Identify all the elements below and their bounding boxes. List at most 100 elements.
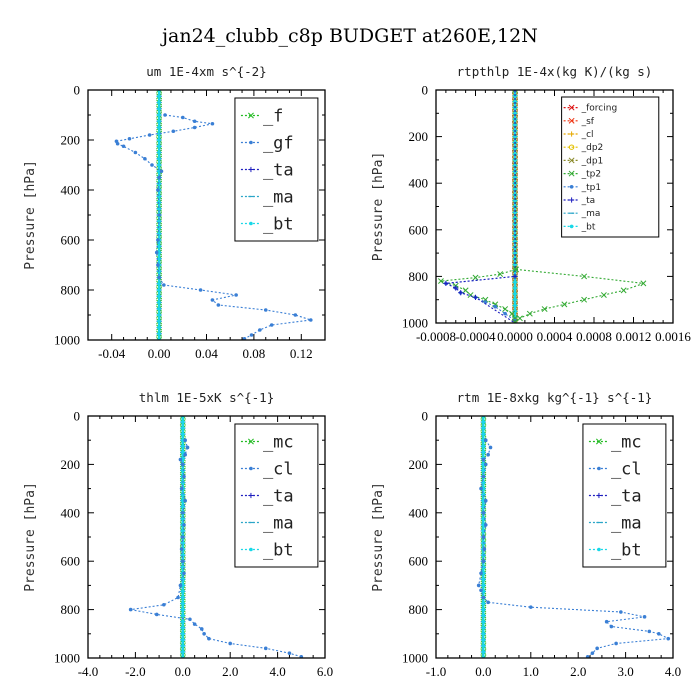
legend-swatch-marker-6: [569, 185, 574, 189]
series-10-point-6-b: [561, 301, 568, 308]
series-5-point-10: [502, 306, 509, 312]
series-1-point-19: [154, 250, 159, 255]
series-4-point-3: [181, 432, 185, 436]
series-1-point-6: [179, 486, 184, 491]
series-1-point-5: [481, 474, 486, 479]
chart-panel-1: um 1E-4xm s^{-2} Pressure [hPa] 0 200 400 600…: [23, 64, 326, 361]
legend-entry-2: _ta: [588, 487, 642, 507]
chart-panel-3: thlm 1E-5xK s^{-1} Pressure [hPa] 0 200 400 6…: [23, 390, 333, 679]
series-1-point-18: [154, 612, 159, 617]
series-4-point-34: [157, 300, 161, 305]
series-4-point-33: [181, 613, 185, 618]
series-9-point-37: [513, 303, 517, 308]
series-10-point-7: [541, 306, 548, 312]
series-4-point-10: [157, 150, 161, 155]
x-tick-label-3: 0.08: [243, 346, 266, 361]
series-4-point-3: [157, 106, 161, 111]
x-tick-label-1: 0.0: [475, 664, 491, 679]
series-line-10: [514, 268, 644, 323]
series-4-point-1: [481, 420, 486, 424]
y-tick-label-1: 200: [61, 457, 81, 472]
series-4-point-2: [157, 100, 161, 105]
legend-label-0: _f: [263, 107, 283, 127]
series-1-point-10: [181, 535, 185, 539]
legend-swatch-marker-4-b: [568, 157, 575, 164]
legend-swatch-marker-2: [248, 492, 254, 499]
series-1-point-22: [609, 624, 614, 629]
series-line-1: [115, 114, 311, 340]
series-1-point-0: [183, 438, 187, 443]
series-4-point-27: [481, 577, 486, 582]
series-10-point-5-b: [581, 296, 588, 303]
x-tick-label-3: 2.0: [570, 664, 586, 679]
series-4-point-19: [181, 529, 185, 533]
series-1-point-21: [157, 275, 161, 280]
series-1-point-18: [156, 238, 160, 242]
series-4-point-8: [157, 138, 161, 142]
y-axis-label: Pressure [hPa]: [371, 152, 386, 262]
y-tick-label-5: 1000: [402, 651, 428, 666]
x-tick-label-6: 0.0016: [655, 329, 691, 344]
series-4-point-2: [181, 426, 185, 430]
series-4-point-27: [157, 256, 161, 261]
series-10-point-5: [581, 296, 588, 303]
plot-frame: [87, 89, 326, 341]
legend-swatch-marker-1-b: [568, 117, 575, 124]
y-tick-label-3: 600: [409, 222, 429, 237]
legend-entry-0: _f: [240, 107, 283, 127]
series-0-point-40-a: [179, 655, 184, 658]
series-1-point-16: [156, 188, 160, 192]
series-7-point-0: [512, 90, 518, 93]
series-1: [128, 438, 304, 658]
series-1-point-25: [263, 646, 268, 651]
legend: _forcing _sf _cl _dp2 _dp1 _tp2 _tp1 _ta _ma _bt: [561, 96, 660, 238]
legend-label-2: _ta: [263, 161, 294, 181]
series-1-point-22: [162, 283, 166, 287]
legend-entry-8: _ma: [563, 209, 600, 219]
series-1-point-0: [483, 438, 488, 443]
series-1-point-28: [293, 313, 298, 317]
series-1-point-3: [178, 457, 183, 462]
series-1-point-27: [263, 308, 268, 312]
series-10-point-7-b: [541, 306, 548, 312]
series-1-point-7: [483, 498, 488, 503]
series-4-point-1: [157, 94, 161, 99]
series-10-point-1: [581, 273, 588, 280]
legend-swatch-marker-4: [249, 547, 253, 552]
series-4-point-35: [157, 306, 161, 311]
series-4-point-32: [181, 607, 185, 612]
series-1-point-3: [481, 457, 486, 462]
legend-entry-1: _cl: [588, 460, 642, 480]
series-1-point-1: [185, 445, 190, 450]
plot-area: [476, 416, 671, 658]
series-4-point-32: [157, 288, 161, 292]
series-1-point-20: [192, 622, 197, 626]
legend-label-6: _tp1: [581, 183, 601, 193]
y-tick-label-1: 200: [409, 129, 429, 144]
plot-frame: [435, 89, 674, 324]
series-1-point-24: [228, 641, 232, 646]
series-5-point-0-a: [514, 90, 518, 93]
series-7-point-5: [472, 294, 479, 300]
series-0-point-0-b: [179, 416, 184, 419]
series-1-point-14: [159, 169, 164, 174]
series-0-point-40-b: [482, 655, 487, 658]
series-4-point-5: [481, 444, 486, 449]
series-1-point-4: [181, 462, 185, 467]
series-4-point-6: [481, 450, 486, 455]
legend-swatch-marker-1: [597, 466, 601, 471]
legend-label-1: _gf: [263, 134, 294, 154]
series-4-point-25: [157, 244, 161, 249]
series-1-point-20: [642, 615, 647, 619]
series-4-point-37: [181, 638, 185, 642]
legend-swatch-marker-0-b: [595, 438, 602, 445]
series-1-point-13: [479, 571, 483, 576]
series-4-point-34: [181, 619, 185, 624]
series-1-point-18: [529, 605, 533, 609]
series-1-point-20: [156, 263, 160, 267]
series-10-point-10-b: [513, 318, 518, 323]
series-0-point-40-a: [480, 655, 485, 658]
series-4-point-28: [481, 583, 486, 588]
y-tick-label-0: 0: [422, 409, 429, 424]
legend-label-4: _dp1: [581, 156, 604, 166]
